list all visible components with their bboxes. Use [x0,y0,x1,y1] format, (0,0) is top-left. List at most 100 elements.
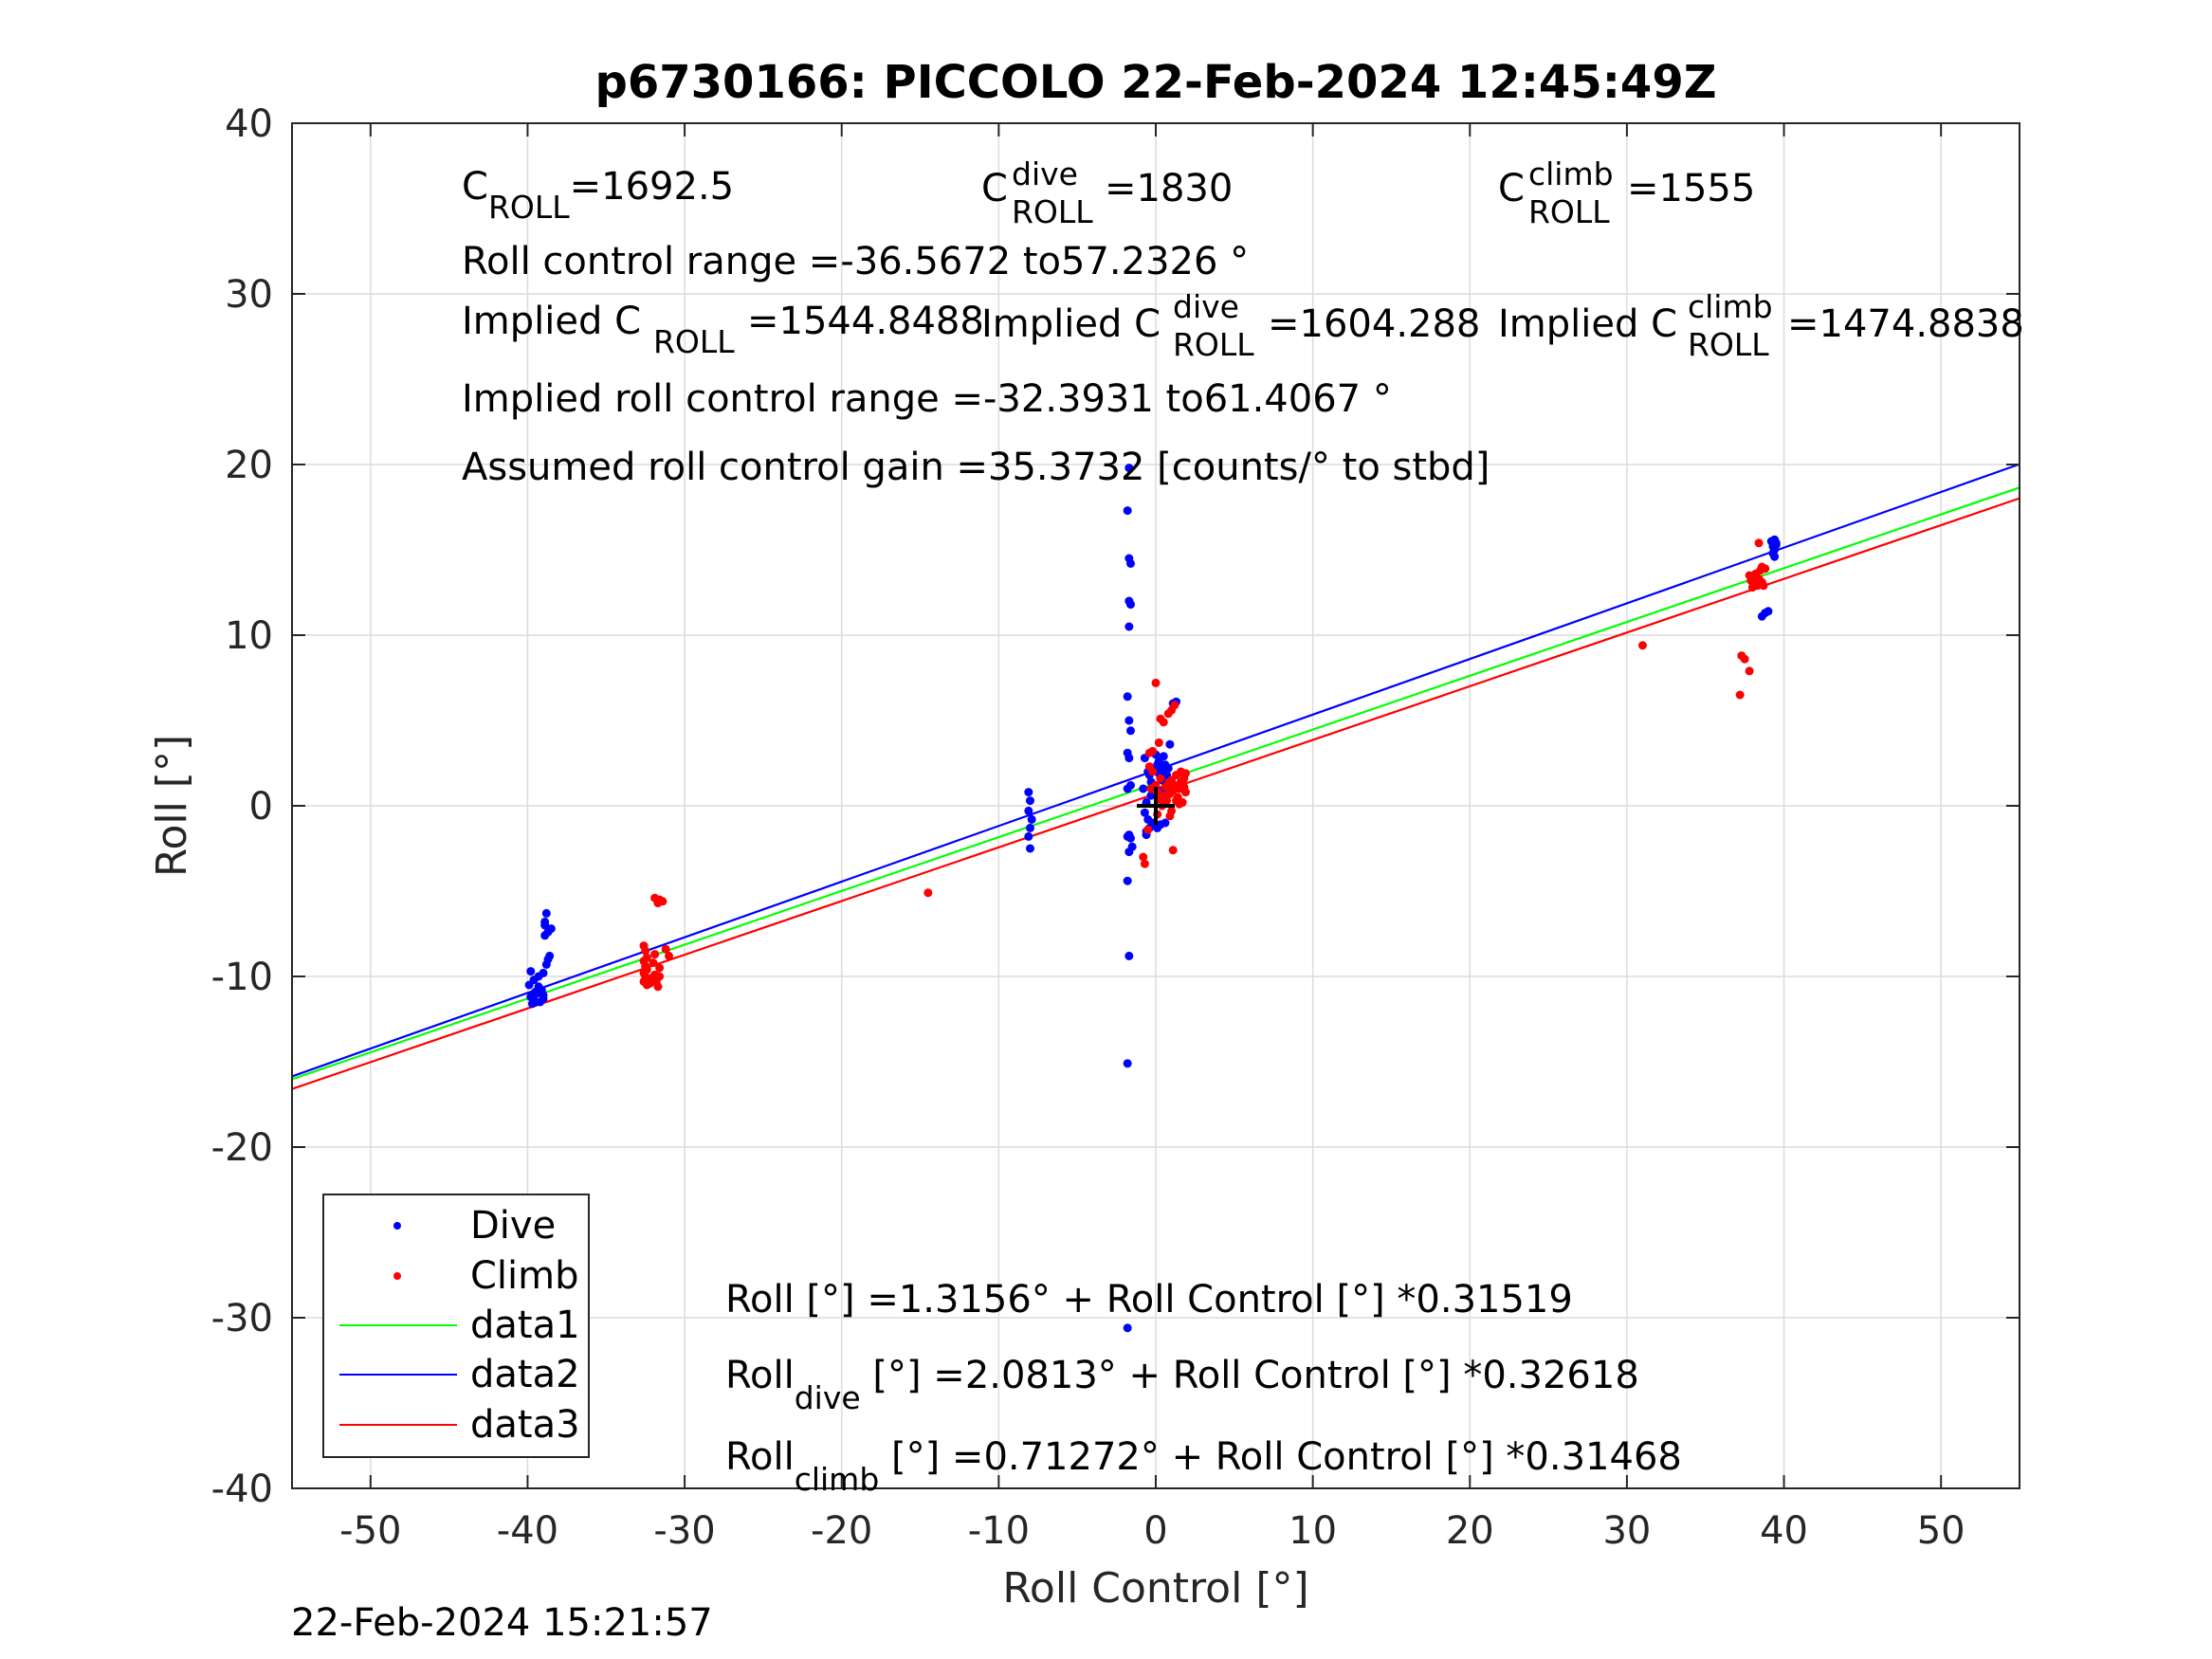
implied-range-annotation: Implied roll control range =-32.3931 to6… [462,377,1392,421]
climb-point [661,944,670,954]
dive-point [1768,549,1778,558]
climb-point [1139,852,1148,862]
dive-point [1146,791,1156,800]
y-tick-label: 20 [225,444,273,487]
x-tick-label: 20 [1446,1509,1494,1553]
dive-point [1123,876,1132,885]
climb-point [1745,666,1754,676]
origin-marker [1137,787,1175,825]
y-axis-label: Roll [°] [148,735,196,877]
dive-point [1124,716,1134,725]
dive-point [1124,848,1134,857]
fit-dive-equation: Rolldive [°] =2.0813° + Roll Control [°]… [725,1354,1639,1416]
dive-point [1163,763,1173,773]
x-tick-label: 10 [1289,1509,1337,1553]
gain-annotation: Assumed roll control gain =35.3732 [coun… [462,446,1490,489]
axis-ticks [292,122,2020,1489]
dive-point [1025,844,1034,853]
dive-point [1161,818,1170,828]
x-tick-label: 0 [1143,1509,1167,1553]
dive-point [543,955,553,964]
dive-point [539,968,548,977]
climb-point [1735,690,1745,700]
dive-point [1024,831,1033,841]
legend-data3-label: data3 [470,1403,580,1447]
climb-point [1759,581,1768,591]
dive-point [1024,806,1033,815]
dive-point [1025,823,1034,832]
dive-point [546,924,556,934]
legend-data2-label: data2 [470,1353,580,1396]
climb-point [1151,780,1161,790]
climb-point [1143,825,1153,834]
dive-point [1123,1059,1132,1068]
fit-climb-equation: Rollclimb [°] =0.71272° + Roll Control [… [725,1435,1682,1498]
dive-point [1764,607,1773,616]
x-tick-label: -20 [811,1509,872,1553]
climb-point [1151,678,1161,687]
x-tick-label: 40 [1760,1509,1808,1553]
dive-point [1123,692,1132,702]
climb-point [1148,767,1158,776]
dive-point [540,931,550,940]
x-tick-label: 50 [1917,1509,1965,1553]
climb-point [1154,738,1163,747]
y-tick-label: 30 [225,273,273,317]
climb-point [1162,796,1172,806]
climb-point [1159,718,1168,727]
dive-point [541,908,551,918]
dive-point [1025,796,1034,806]
dive-point [1124,464,1134,473]
climb-point [639,976,649,986]
dive-point [1140,808,1149,817]
climb-point [1180,769,1190,778]
plot-area [292,463,2020,1333]
climb-point [653,899,663,908]
roll-control-range-annotation: Roll control range =-36.5672 to57.2326 ° [462,240,1249,283]
climb-point [1165,811,1175,821]
dive-point [1024,788,1033,797]
dive-point [1123,831,1132,841]
climb-point [1740,654,1749,664]
legend-climb-label: Climb [470,1254,579,1298]
climb-point [923,888,933,898]
climb-point [1757,562,1766,572]
dive-point [1139,784,1148,793]
dive-point [1159,752,1168,761]
climb-point [1168,846,1178,855]
legend-dive-label: Dive [470,1204,556,1248]
y-tick-label: -40 [211,1468,273,1511]
dive-point [1771,540,1781,550]
x-tick-label: -50 [339,1509,401,1553]
y-tick-label: 0 [249,785,273,829]
legend: Dive Climb data1 data2 data3 [322,1194,590,1458]
dive-point [1124,754,1134,763]
chart-title: p6730166: PICCOLO 22-Feb-2024 12:45:49Z [594,56,1716,109]
climb-point [649,958,658,968]
legend-data1-label: data1 [470,1304,580,1347]
climb-point [1637,641,1647,650]
climb-point [641,946,650,956]
c-roll-annotation: CROLL=1692.5 [462,165,734,226]
climb-point [653,982,663,992]
dive-point [1125,726,1135,736]
y-tick-label: 40 [225,102,273,146]
x-axis-label: Roll Control [°] [1002,1564,1308,1613]
dive-point [1124,622,1134,631]
legend-climb-marker [393,1272,401,1280]
climb-point [1140,859,1149,868]
climb-point [1170,701,1179,710]
climb-point [665,951,674,960]
dive-point [1125,600,1135,610]
climb-point [655,963,665,973]
climb-point [1179,782,1189,792]
dive-point [531,997,540,1007]
y-tick-label: -20 [211,1126,273,1170]
climb-point [655,972,665,981]
x-tick-label: -30 [653,1509,715,1553]
climb-point [1754,538,1764,548]
y-tick-label: 10 [225,614,273,658]
